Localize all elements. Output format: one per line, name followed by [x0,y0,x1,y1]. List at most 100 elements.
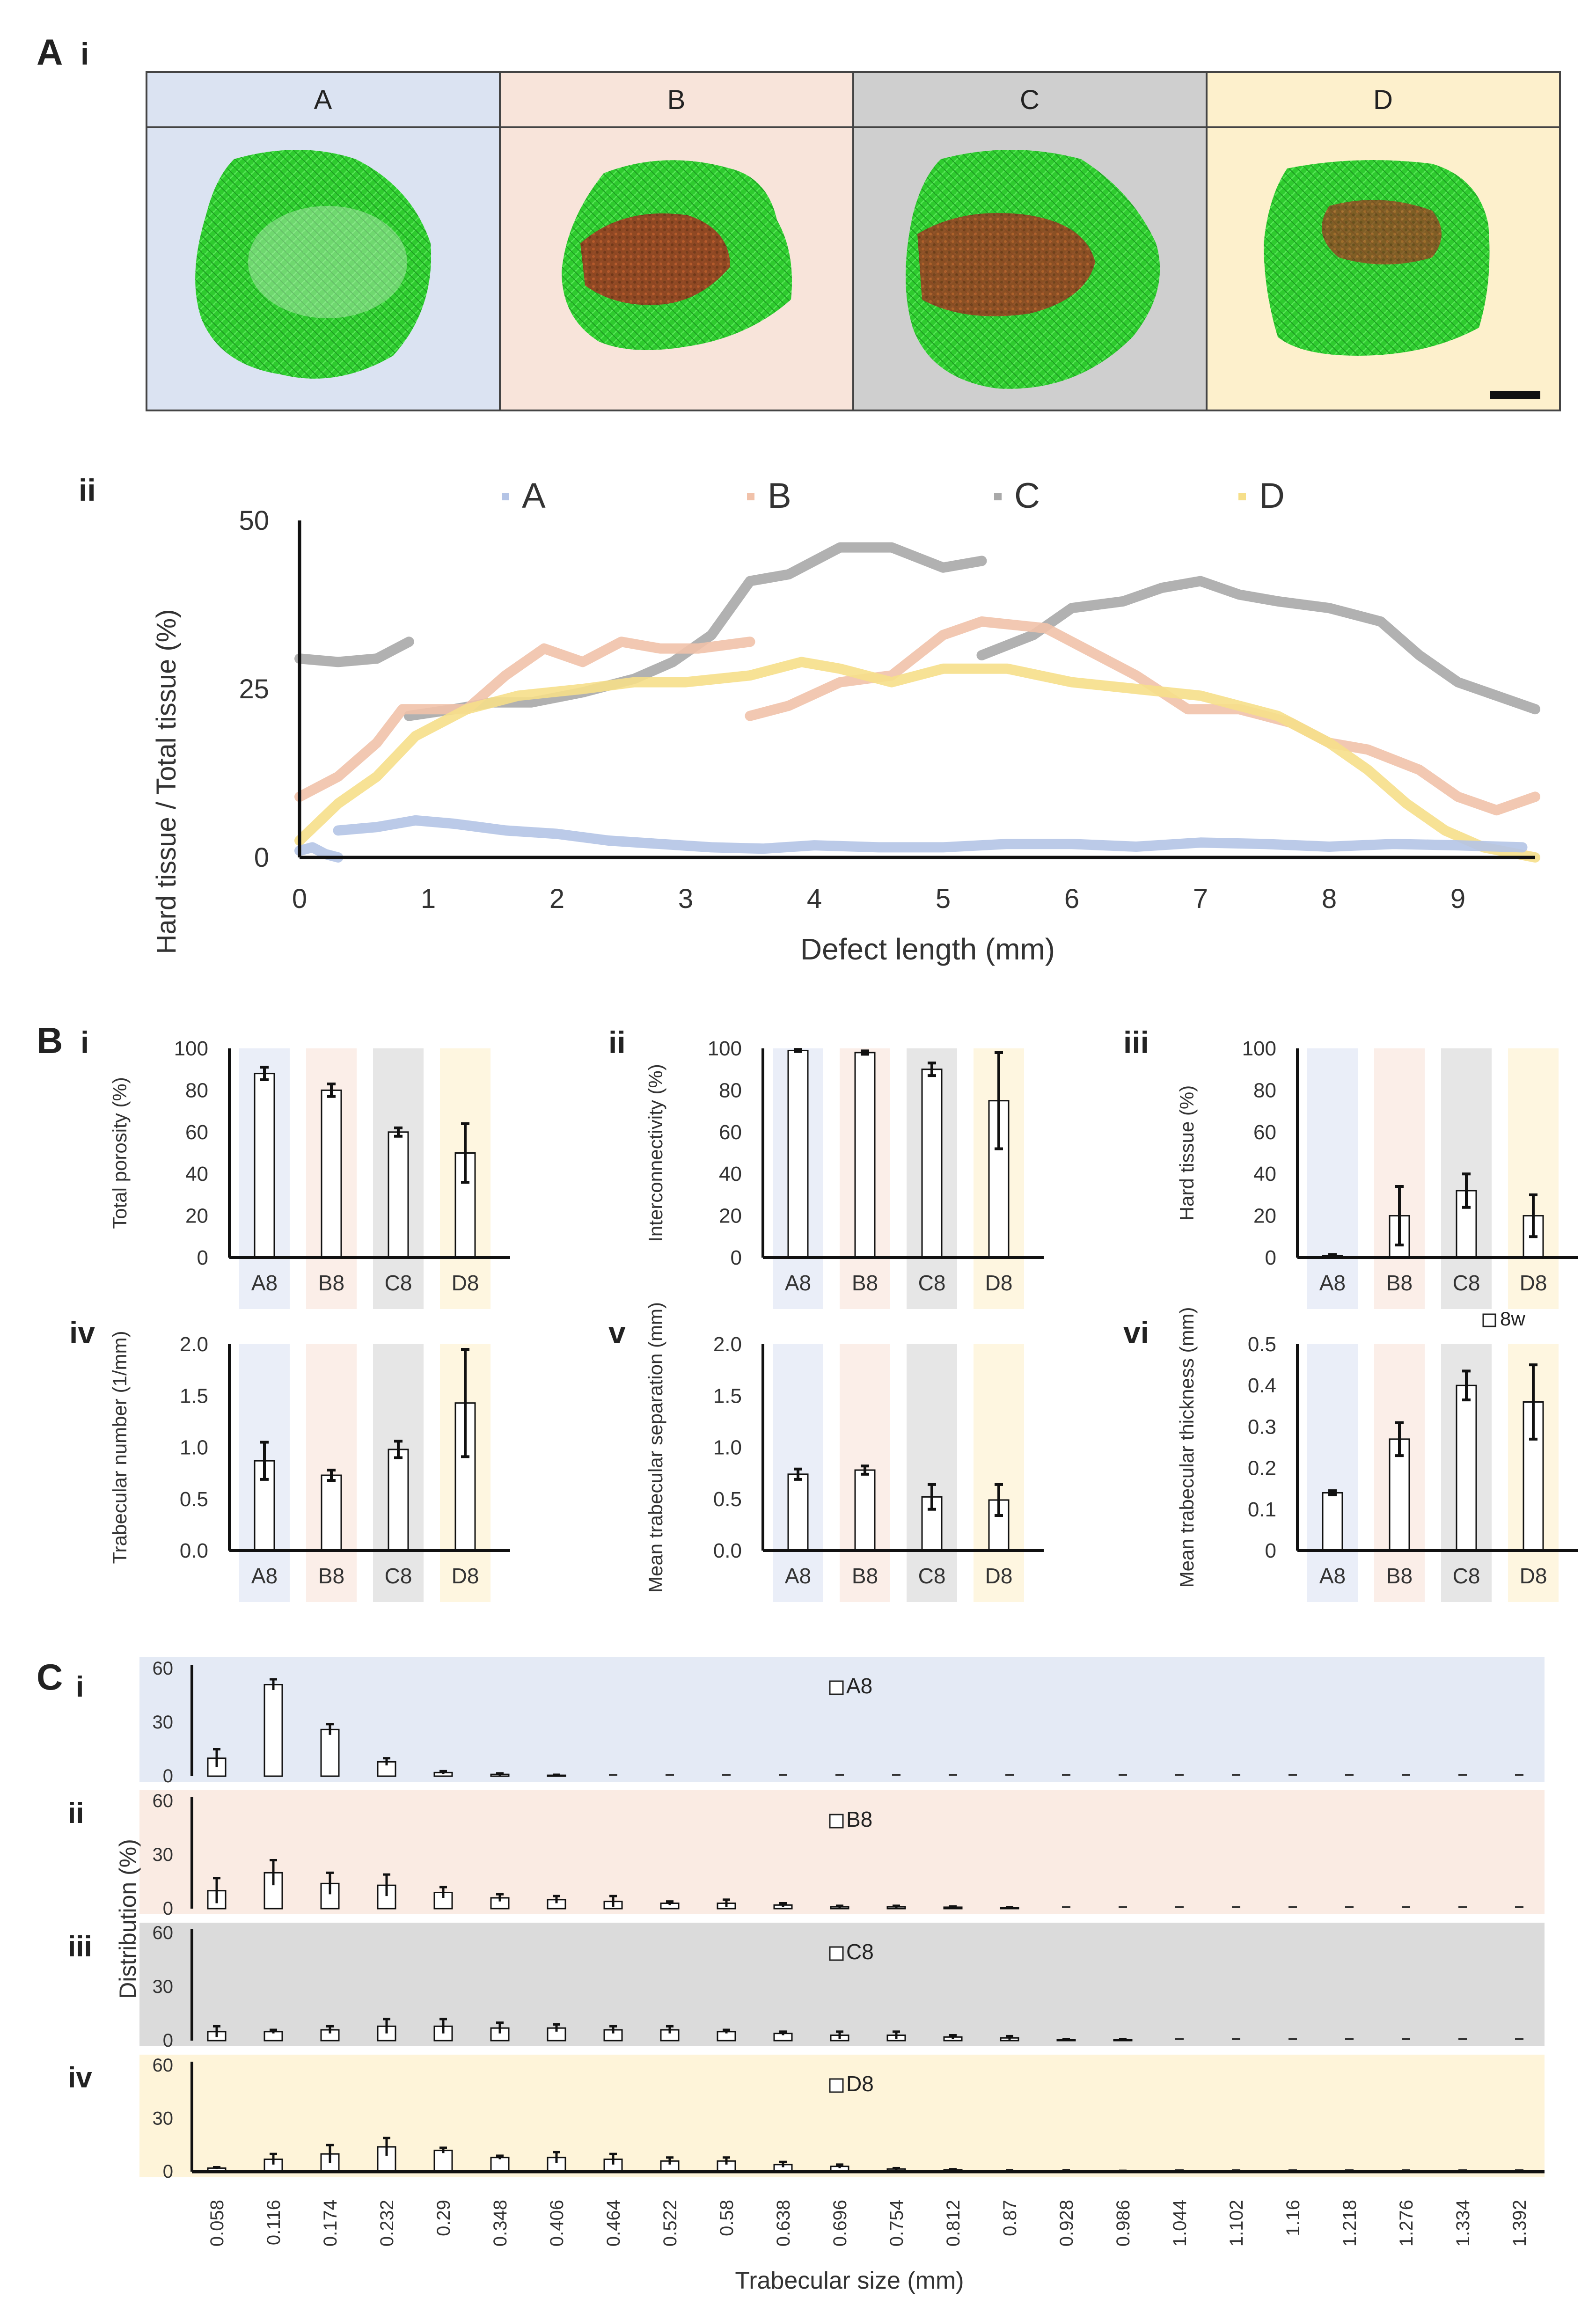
bar-category-label: C8 [385,1271,412,1295]
panel-label-Ci: i [76,1671,84,1703]
profile-line-A-seg0 [294,842,344,863]
bar-ytick-label: 60 [185,1121,208,1144]
profile-xtick-label: 6 [1064,884,1079,914]
bar-ytick-label: 0 [197,1246,208,1269]
profile-legend: A B C D [502,476,1285,516]
profile-line-A-seg1 [333,815,1528,854]
group-band-C [907,1344,957,1602]
bar-A8 [254,1073,275,1259]
legend-label-D: D [1259,476,1285,516]
group-band-B [1374,1048,1425,1309]
size-xtick-label: 0.696 [830,2200,850,2247]
size-ytick-label: 30 [153,1712,174,1733]
bar-ytick-label: 1.5 [180,1384,208,1407]
bar-ytick-label: 100 [174,1037,208,1060]
size-distribution-charts: 0 30 60 A8 0 30 60 B8 0 30 60 C8 0 30 60 D8 0.058 0.116 0.… [139,1657,1545,2247]
bar-category-label: D8 [985,1564,1013,1588]
bar-legend-8w: 8w [1482,1308,1525,1330]
size-xtick-label: 1.218 [1340,2200,1360,2247]
bar-A8 [787,1049,809,1259]
size-xtick-label: 0.174 [320,2200,341,2247]
size-ytick-label: 60 [153,1923,174,1943]
bar-category-label: A8 [251,1271,278,1295]
bar-ytick-label: 80 [1253,1079,1276,1102]
bar-category-label: B8 [318,1271,344,1295]
profile-line-C-seg2 [976,576,1540,715]
profile-xtick-label: 9 [1450,884,1465,914]
bar-chart-i: A8 B8 C8 D8 0 20 40 60 80 100 Total porosity (%) [109,1037,510,1309]
bar-B8 [321,1089,342,1259]
size-xtick-label: 0.58 [717,2200,737,2236]
bar-ytick-label: 0.5 [713,1488,742,1511]
bar-category-label: C8 [1453,1271,1480,1295]
bar-category-label: A8 [1319,1564,1346,1588]
profile-line-D-seg0 [294,657,1540,863]
scan-header-A: A [314,85,332,115]
bar-C8 [388,1131,409,1259]
bar-C8 [388,1449,409,1552]
panel-label-Ai: i [81,37,89,71]
profile-ytick-label: 0 [254,842,269,873]
bar-ytick-label: 0.1 [1248,1498,1276,1521]
size-chart-background [139,1657,1545,1782]
panel-label-A: A [37,31,63,73]
size-xtick-label: 0.986 [1113,2200,1134,2247]
bar-ytick-label: 0 [1265,1539,1276,1562]
bar-ytick-label: 20 [185,1205,208,1228]
size-chart-B8: 0 30 60 B8 [139,1790,1545,1919]
size-chart-C8: 0 30 60 C8 [139,1923,1545,2051]
size-legend-swatch [829,1946,844,1961]
size-xtick-label: 0.348 [490,2200,511,2247]
profile-xlabel: Defect length (mm) [800,932,1055,966]
size-legend-swatch [829,2078,844,2093]
profile-axes: 0 1 2 3 4 5 6 7 8 9 0 25 50 [239,505,1535,914]
size-ytick-label: 30 [153,1845,174,1865]
bar-ytick-label: 20 [719,1205,742,1228]
size-xtick-label: 0.754 [886,2200,907,2247]
scale-bar-icon [1490,391,1540,399]
profile-xtick-label: 0 [292,884,307,914]
size-xlabel: Trabecular size (mm) [735,2267,964,2294]
size-ytick-label: 30 [153,1976,174,1997]
bar-ytick-label: 100 [708,1037,742,1060]
bar-category-label: B8 [852,1564,878,1588]
profile-xtick-label: 7 [1193,884,1208,914]
scan-header-C: C [1020,85,1040,115]
scan-image-D [1264,160,1490,356]
legend-label-C: C [1014,476,1040,516]
size-xtick-label: 1.102 [1226,2200,1247,2247]
size-chart-background [139,2055,1545,2177]
scan-grid-lines [146,71,1561,411]
size-xtick-label: 1.16 [1283,2200,1303,2236]
bar-ytick-label: 1.5 [713,1384,742,1407]
size-xtick-label: 1.276 [1396,2200,1417,2247]
bar-category-label: A8 [1319,1271,1346,1295]
size-xtick-label: 1.044 [1170,2200,1190,2247]
scan-header-D: D [1373,85,1393,115]
bar-ytick-label: 60 [719,1121,742,1144]
profile-xtick-label: 4 [807,884,822,914]
size-chart-A8: 0 30 60 A8 [139,1657,1545,1786]
size-xtick-label: 0.87 [1000,2200,1020,2236]
size-legend-label: C8 [846,1940,874,1964]
profile-line-B-seg0 [294,637,755,802]
scan-header-B: B [667,85,686,115]
bar-C8 [1456,1384,1477,1552]
size-legend-label: B8 [846,1807,872,1831]
profile-xtick-label: 3 [678,884,693,914]
bar-ytick-label: 0.3 [1248,1415,1276,1438]
bar-chart-iv: A8 B8 C8 D8 0.0 0.5 1.0 1.5 2.0 Trabecular number… [109,1331,510,1602]
size-legend-label: D8 [846,2071,874,2096]
legend-label-A: A [522,476,546,516]
bar-ytick-label: 100 [1242,1037,1276,1060]
bar-ytick-label: 0.0 [713,1539,742,1562]
size-ylabel: Distribution (%) [115,1839,141,1999]
panel-label-Cii: ii [68,1797,84,1830]
bar-ytick-label: 0 [731,1246,742,1269]
size-bar [433,2150,453,2173]
bar-ytick-label: 1.0 [180,1436,208,1459]
profile-ytick-label: 50 [239,505,269,536]
bar-category-label: C8 [918,1564,946,1588]
panel-label-Biv: iv [69,1315,95,1350]
size-ytick-label: 0 [163,2161,173,2182]
